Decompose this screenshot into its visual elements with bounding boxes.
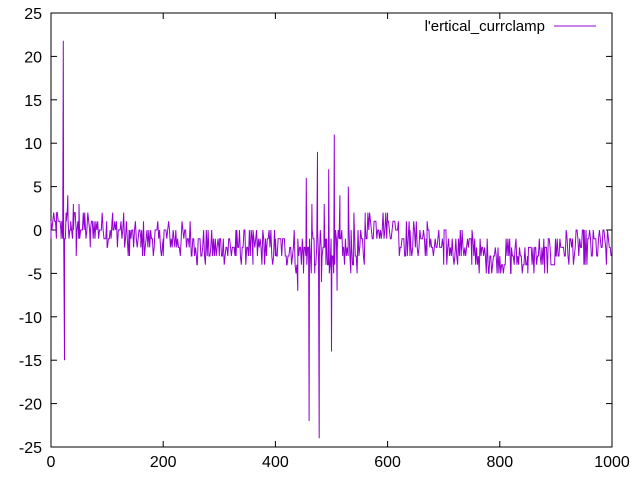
x-tick-label: 200 xyxy=(150,454,177,471)
x-tick-label: 0 xyxy=(47,454,56,471)
y-tick-label: 10 xyxy=(24,136,42,153)
y-tick-label: 5 xyxy=(33,180,42,197)
y-tick-label: -20 xyxy=(19,397,42,414)
y-tick-label: 20 xyxy=(24,49,42,66)
series-line xyxy=(50,40,612,439)
axis-tick-labels: -25 -20 -15 -10 -5 0 5 10 15 20 25 0 200 400 600 800 100… xyxy=(19,6,630,471)
y-tick-label: -10 xyxy=(19,310,42,327)
legend: l'ertical_currclamp xyxy=(425,18,596,35)
x-tick-label: 800 xyxy=(486,454,513,471)
y-tick-label: -15 xyxy=(19,353,42,370)
legend-label: l'ertical_currclamp xyxy=(425,18,545,35)
x-tick-label: 1000 xyxy=(594,454,630,471)
y-tick-label: 25 xyxy=(24,6,42,23)
y-tick-label: 0 xyxy=(33,223,42,240)
y-tick-label: -5 xyxy=(28,266,42,283)
x-tick-label: 600 xyxy=(374,454,401,471)
y-tick-label: -25 xyxy=(19,440,42,457)
series-group xyxy=(50,40,612,439)
axes-frame xyxy=(50,12,613,448)
x-tick-label: 400 xyxy=(262,454,289,471)
y-tick-label: 15 xyxy=(24,93,42,110)
plot-border xyxy=(50,12,613,448)
axis-ticks xyxy=(50,12,613,448)
